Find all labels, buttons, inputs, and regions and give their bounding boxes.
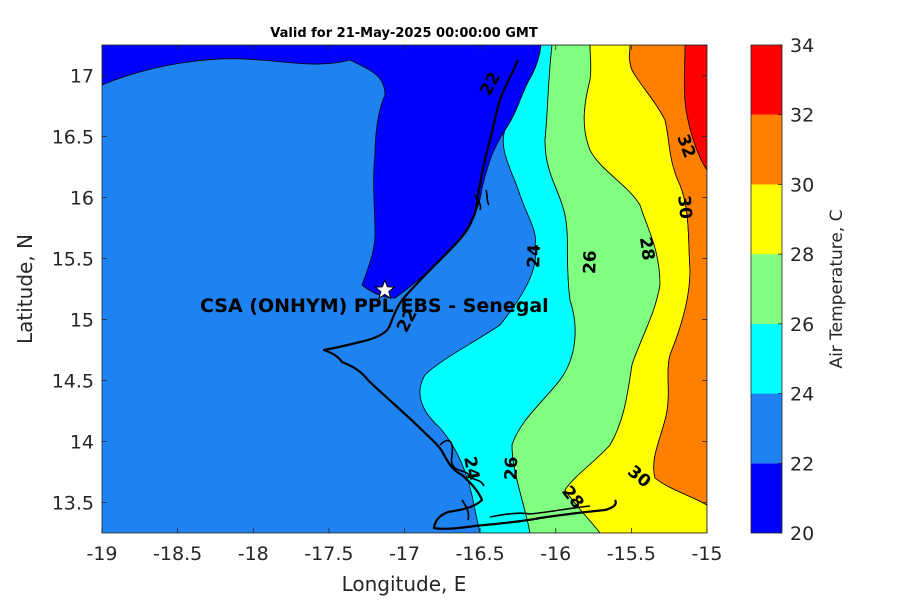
x-tick-label: -16 xyxy=(540,543,571,565)
y-tick-label: 13.5 xyxy=(52,493,94,515)
x-axis: -19 -18.5 -18 -17.5 -17 -16.5 -16 -15.5 -15 xyxy=(86,45,723,565)
colorbar-tick-label: 24 xyxy=(790,384,814,406)
y-tick-label: 14.5 xyxy=(52,371,94,393)
x-tick-label: -19 xyxy=(86,543,117,565)
y-tick-label: 16.5 xyxy=(52,127,94,149)
colorbar-segment xyxy=(751,254,782,324)
colorbar-tick-label: 20 xyxy=(790,523,814,545)
colorbar-tick-label: 34 xyxy=(790,35,814,57)
y-tick-label: 17 xyxy=(70,66,94,88)
colorbar-frame xyxy=(750,44,783,534)
y-tick-label: 16 xyxy=(70,188,94,210)
colorbar: 20 22 24 26 28 30 32 34 xyxy=(750,35,814,545)
x-tick-label: -15 xyxy=(691,543,722,565)
chart-title: Valid for 21-May-2025 00:00:00 GMT xyxy=(270,26,538,41)
contour-label: 24 xyxy=(524,244,545,269)
coastline-creek xyxy=(439,439,591,521)
colorbar-tick-label: 28 xyxy=(790,244,814,266)
y-tick-label: 15.5 xyxy=(52,249,94,271)
y-axis: 13.5 14 14.5 15 15.5 16 16.5 17 xyxy=(52,66,707,515)
colorbar-tick-label: 22 xyxy=(790,453,814,475)
colorbar-segment xyxy=(751,114,782,185)
site-star-icon xyxy=(373,278,396,300)
contour-label: 26 xyxy=(580,250,601,274)
site-marker-group: CSA (ONHYM) PPL EBS - Senegal xyxy=(200,278,549,317)
colorbar-label: Air Temperature, C xyxy=(827,209,847,368)
field-30-32 xyxy=(629,45,707,506)
river xyxy=(474,189,490,211)
colorbar-segment xyxy=(751,184,782,255)
contour-label: 28 xyxy=(635,236,658,262)
x-tick-label: -17 xyxy=(389,543,420,565)
site-label: CSA (ONHYM) PPL EBS - Senegal xyxy=(200,295,549,317)
y-axis-label: Latitude, N xyxy=(13,234,37,344)
contour-label: 24 xyxy=(459,455,483,482)
contour-label: 30 xyxy=(673,195,695,220)
plot-area xyxy=(102,45,707,533)
colorbar-segment xyxy=(751,323,782,394)
colorbar-tick-label: 32 xyxy=(790,105,814,127)
colorbar-tick-label: 26 xyxy=(790,314,814,336)
x-tick-label: -18.5 xyxy=(153,543,202,565)
y-tick-label: 14 xyxy=(70,432,94,454)
field-32-34 xyxy=(683,45,707,171)
y-tick-label: 15 xyxy=(70,310,94,332)
x-tick-label: -15.5 xyxy=(607,543,656,565)
colorbar-segment xyxy=(751,463,782,533)
coastline xyxy=(322,59,617,530)
x-axis-label: Longitude, E xyxy=(342,572,467,596)
x-tick-label: -17.5 xyxy=(304,543,353,565)
contour-label: 26 xyxy=(501,456,522,480)
x-tick-label: -16.5 xyxy=(456,543,505,565)
colorbar-segment xyxy=(751,45,782,115)
colorbar-tick-label: 30 xyxy=(790,174,814,196)
x-tick-label: -18 xyxy=(238,543,269,565)
colorbar-segment xyxy=(751,393,782,464)
